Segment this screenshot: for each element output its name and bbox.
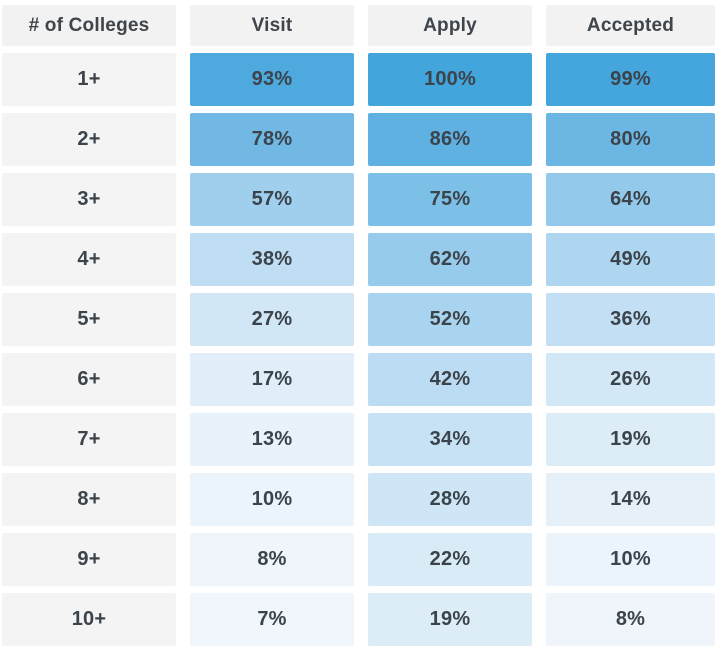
row-label: 7+ (2, 413, 176, 466)
row-label: 8+ (2, 473, 176, 526)
value-cell-visit: 57% (190, 173, 354, 226)
value-cell-accepted: 36% (546, 293, 715, 346)
value-cell-accepted: 64% (546, 173, 715, 226)
row-label: 2+ (2, 113, 176, 166)
column-header-accepted: Accepted (546, 5, 715, 46)
row-label: 3+ (2, 173, 176, 226)
column-header-apply: Apply (368, 5, 532, 46)
value-cell-visit: 10% (190, 473, 354, 526)
corner-header-num-colleges: # of Colleges (2, 5, 176, 46)
row-label: 6+ (2, 353, 176, 406)
value-cell-visit: 17% (190, 353, 354, 406)
value-cell-apply: 62% (368, 233, 532, 286)
row-label: 4+ (2, 233, 176, 286)
value-cell-apply: 22% (368, 533, 532, 586)
value-cell-accepted: 26% (546, 353, 715, 406)
value-cell-accepted: 19% (546, 413, 715, 466)
row-label: 5+ (2, 293, 176, 346)
value-cell-accepted: 10% (546, 533, 715, 586)
value-cell-visit: 93% (190, 53, 354, 106)
value-cell-apply: 19% (368, 593, 532, 646)
value-cell-visit: 38% (190, 233, 354, 286)
row-label: 1+ (2, 53, 176, 106)
value-cell-apply: 52% (368, 293, 532, 346)
value-cell-visit: 78% (190, 113, 354, 166)
row-label: 9+ (2, 533, 176, 586)
column-header-visit: Visit (190, 5, 354, 46)
value-cell-apply: 34% (368, 413, 532, 466)
value-cell-accepted: 49% (546, 233, 715, 286)
row-label: 10+ (2, 593, 176, 646)
value-cell-visit: 8% (190, 533, 354, 586)
value-cell-apply: 28% (368, 473, 532, 526)
value-cell-accepted: 14% (546, 473, 715, 526)
value-cell-apply: 100% (368, 53, 532, 106)
value-cell-visit: 13% (190, 413, 354, 466)
value-cell-accepted: 99% (546, 53, 715, 106)
value-cell-visit: 27% (190, 293, 354, 346)
value-cell-visit: 7% (190, 593, 354, 646)
value-cell-apply: 75% (368, 173, 532, 226)
value-cell-accepted: 80% (546, 113, 715, 166)
value-cell-apply: 42% (368, 353, 532, 406)
value-cell-accepted: 8% (546, 593, 715, 646)
value-cell-apply: 86% (368, 113, 532, 166)
